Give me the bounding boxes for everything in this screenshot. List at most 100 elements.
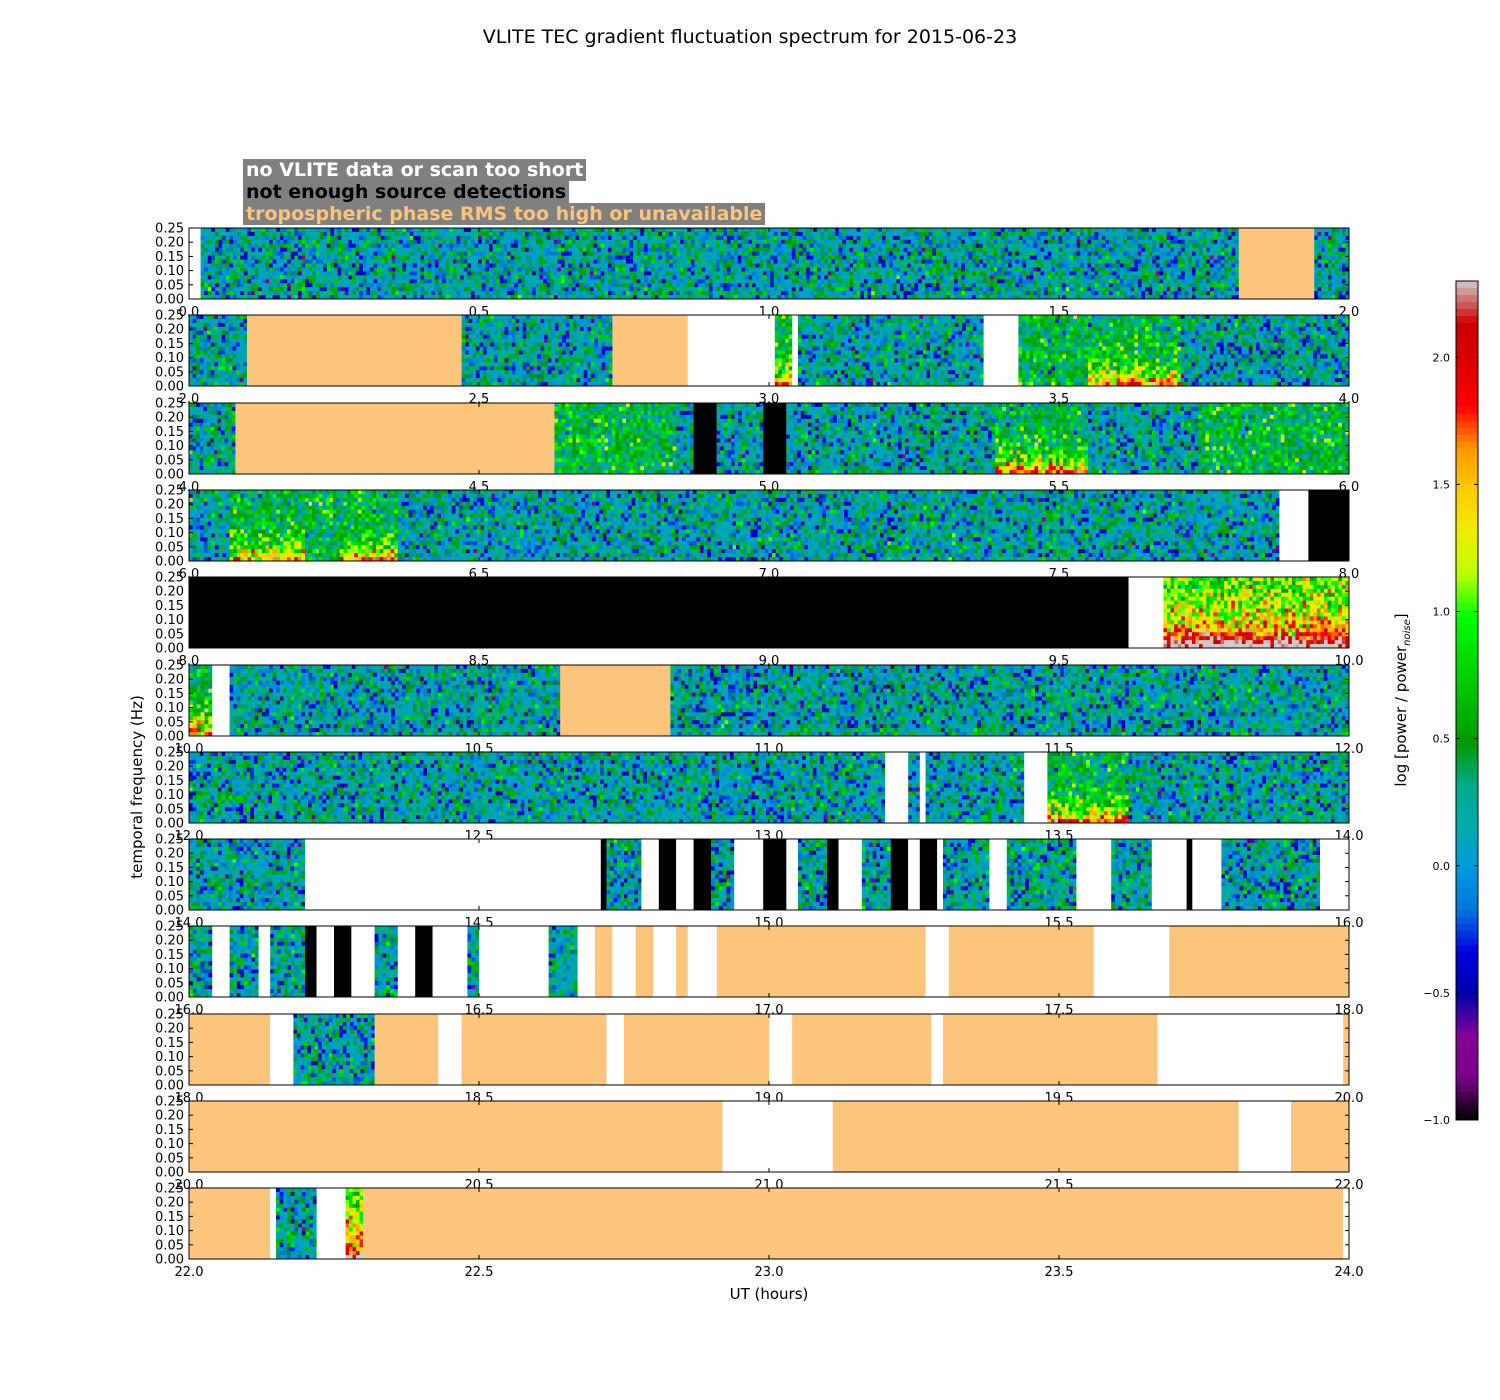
heatmap-cell xyxy=(860,271,864,275)
heatmap-cell xyxy=(1167,271,1171,275)
heatmap-cell xyxy=(871,244,875,248)
heatmap-cell xyxy=(799,240,803,244)
heatmap-cell xyxy=(1123,248,1127,252)
heatmap-cell xyxy=(460,256,464,260)
heatmap-cell xyxy=(1069,271,1073,275)
heatmap-cell xyxy=(684,236,688,240)
heatmap-cell xyxy=(947,287,951,291)
heatmap-cell xyxy=(1196,264,1200,268)
heatmap-cell xyxy=(738,244,742,248)
heatmap-cell xyxy=(947,236,951,240)
heatmap-cell xyxy=(604,240,608,244)
heatmap-cell xyxy=(622,267,626,271)
heatmap-cell xyxy=(925,228,929,232)
heatmap-cell xyxy=(316,248,320,252)
heatmap-cell xyxy=(990,287,994,291)
heatmap-cell xyxy=(694,287,698,291)
heatmap-cell xyxy=(597,260,601,264)
heatmap-cell xyxy=(222,271,226,275)
heatmap-cell xyxy=(485,283,489,287)
heatmap-cell xyxy=(1188,260,1192,264)
heatmap-cell xyxy=(244,271,248,275)
heatmap-cell xyxy=(781,275,785,279)
heatmap-cell xyxy=(806,264,810,268)
heatmap-cell xyxy=(402,283,406,287)
heatmap-cell xyxy=(828,240,832,244)
heatmap-cell xyxy=(882,287,886,291)
heatmap-cell xyxy=(1196,232,1200,236)
heatmap-cell xyxy=(413,244,417,248)
heatmap-cell xyxy=(691,260,695,264)
heatmap-cell xyxy=(997,256,1001,260)
heatmap-cell xyxy=(457,228,461,232)
heatmap-cell xyxy=(1077,256,1081,260)
heatmap-cell xyxy=(392,252,396,256)
heatmap-cell xyxy=(413,271,417,275)
heatmap-cell xyxy=(219,264,223,268)
heatmap-cell xyxy=(676,252,680,256)
heatmap-cell xyxy=(348,236,352,240)
heatmap-cell xyxy=(1127,248,1131,252)
heatmap-cell xyxy=(1098,279,1102,283)
heatmap-cell xyxy=(576,244,580,248)
heatmap-cell xyxy=(255,283,259,287)
heatmap-cell xyxy=(1196,228,1200,232)
heatmap-cell xyxy=(424,248,428,252)
heatmap-cell xyxy=(835,260,839,264)
heatmap-cell xyxy=(1145,271,1149,275)
heatmap-cell xyxy=(320,267,324,271)
heatmap-cell xyxy=(972,256,976,260)
heatmap-cell xyxy=(493,244,497,248)
heatmap-cell xyxy=(442,271,446,275)
heatmap-cell xyxy=(493,256,497,260)
heatmap-cell xyxy=(579,244,583,248)
heatmap-cell xyxy=(1087,252,1091,256)
heatmap-cell xyxy=(204,267,208,271)
heatmap-cell xyxy=(644,256,648,260)
heatmap-cell xyxy=(965,287,969,291)
heatmap-cell xyxy=(806,283,810,287)
heatmap-cell xyxy=(496,279,500,283)
heatmap-cell xyxy=(208,279,212,283)
heatmap-cell xyxy=(1181,287,1185,291)
heatmap-cell xyxy=(940,275,944,279)
heatmap-cell xyxy=(878,228,882,232)
heatmap-cell xyxy=(511,291,515,295)
heatmap-cell xyxy=(608,271,612,275)
heatmap-cell xyxy=(586,287,590,291)
heatmap-cell xyxy=(1077,271,1081,275)
heatmap-cell xyxy=(947,264,951,268)
heatmap-cell xyxy=(831,240,835,244)
heatmap-cell xyxy=(439,291,443,295)
heatmap-cell xyxy=(835,291,839,295)
heatmap-cell xyxy=(806,271,810,275)
heatmap-cell xyxy=(986,271,990,275)
heatmap-cell xyxy=(986,275,990,279)
heatmap-cell xyxy=(1113,264,1117,268)
heatmap-cell xyxy=(435,248,439,252)
heatmap-cell xyxy=(658,279,662,283)
heatmap-cell xyxy=(687,232,691,236)
heatmap-cell xyxy=(824,264,828,268)
heatmap-cell xyxy=(662,260,666,264)
heatmap-cell xyxy=(1066,232,1070,236)
heatmap-cell xyxy=(774,244,778,248)
heatmap-cell xyxy=(294,236,298,240)
heatmap-cell xyxy=(669,287,673,291)
heatmap-cell xyxy=(785,244,789,248)
heatmap-cell xyxy=(824,252,828,256)
heatmap-cell xyxy=(244,244,248,248)
heatmap-cell xyxy=(619,271,623,275)
heatmap-cell xyxy=(727,236,731,240)
heatmap-cell xyxy=(727,260,731,264)
heatmap-cell xyxy=(475,287,479,291)
heatmap-cell xyxy=(601,264,605,268)
heatmap-cell xyxy=(781,271,785,275)
heatmap-cell xyxy=(1066,240,1070,244)
heatmap-cell xyxy=(875,228,879,232)
heatmap-cell xyxy=(1196,236,1200,240)
heatmap-cell xyxy=(348,260,352,264)
heatmap-cell xyxy=(1091,248,1095,252)
heatmap-cell xyxy=(457,264,461,268)
heatmap-cell xyxy=(680,252,684,256)
